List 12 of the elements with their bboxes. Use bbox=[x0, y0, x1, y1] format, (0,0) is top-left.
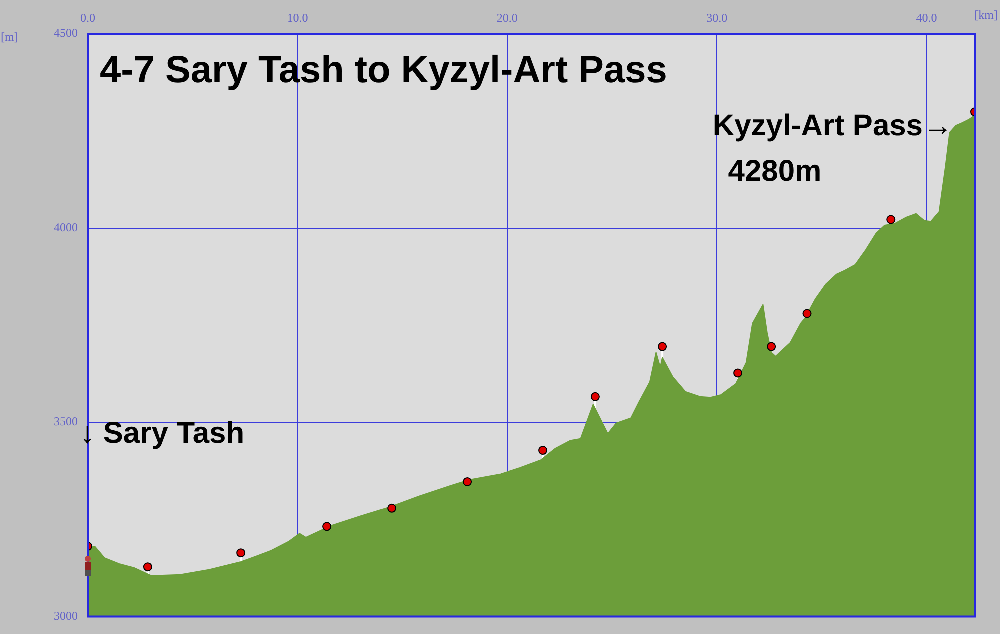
x-tick-label: 0.0 bbox=[80, 10, 96, 25]
y-tick-label: 3000 bbox=[54, 608, 78, 623]
y-tick-label: 3500 bbox=[54, 414, 78, 429]
x-tick-label: 30.0 bbox=[706, 10, 728, 25]
x-tick-label: 40.0 bbox=[916, 10, 938, 25]
annotation: 4280m bbox=[728, 154, 822, 188]
y-tick-label: 4500 bbox=[54, 26, 78, 40]
x-axis-title: [km] bbox=[974, 8, 998, 22]
x-tick-label: 10.0 bbox=[287, 10, 308, 25]
x-tick-label: 20.0 bbox=[496, 10, 518, 25]
y-tick-label: 4000 bbox=[54, 220, 78, 234]
y-axis-title: [m] bbox=[1, 30, 18, 44]
